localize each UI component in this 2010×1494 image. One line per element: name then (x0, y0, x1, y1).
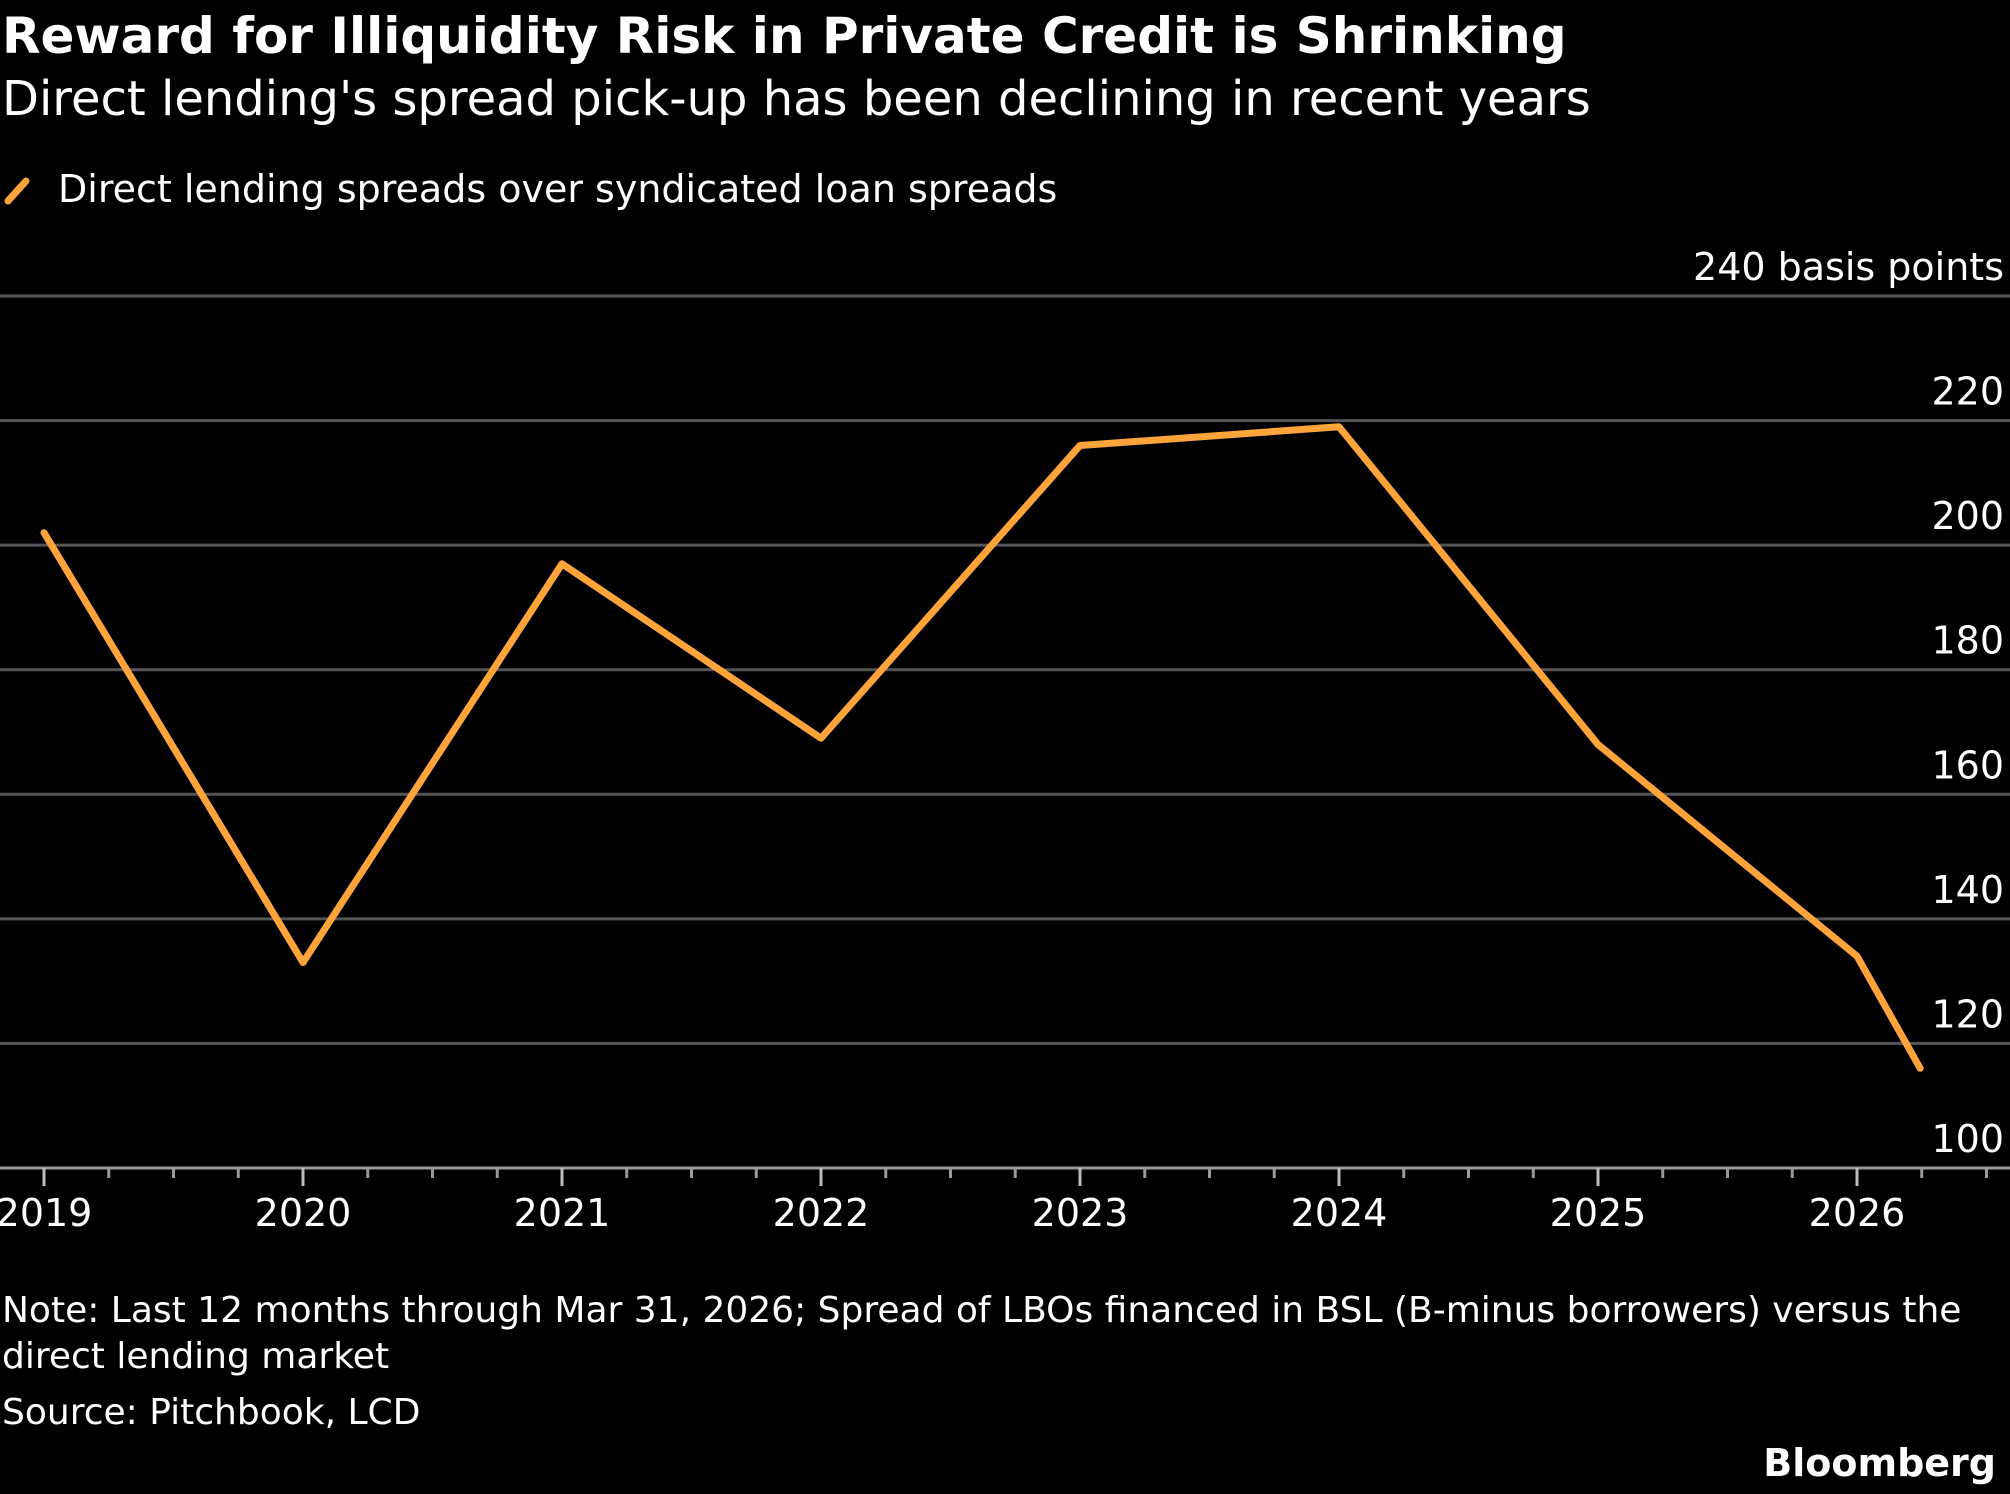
legend-label: Direct lending spreads over syndicated l… (58, 167, 1058, 211)
x-tick-label: 2019 (0, 1191, 92, 1235)
series (40, 423, 1924, 1072)
line-chart: 2019 2020 2021 2022 2023 2024 2025 2026 1001201… (0, 245, 2010, 1235)
x-tick-label: 2024 (1291, 1191, 1388, 1235)
x-tick-label: 2026 (1809, 1191, 1906, 1235)
y-tick-label: 100 (1931, 1117, 2004, 1161)
y-tick-label: 120 (1931, 992, 2004, 1036)
y-axis: 100 120 140 160 180 200 220 240 basis points (1693, 245, 2004, 1161)
x-tick-label: 2025 (1550, 1191, 1647, 1235)
y-tick-label: 140 (1931, 868, 2004, 912)
x-tick-label: 2020 (255, 1191, 352, 1235)
y-tick-label: 220 (1931, 370, 2004, 414)
chart-source: Source: Pitchbook, LCD (2, 1392, 421, 1433)
y-tick-label: 180 (1931, 619, 2004, 663)
y-tick-label: 240 basis points (1693, 245, 2004, 289)
legend-swatch-icon (2, 169, 58, 209)
chart-note: Note: Last 12 months through Mar 31, 202… (2, 1290, 1962, 1377)
grid-lines (0, 294, 2010, 1045)
x-tick-label: 2021 (514, 1191, 611, 1235)
x-axis: 2019 2020 2021 2022 2023 2024 2025 2026 (0, 1166, 2010, 1235)
y-tick-label: 200 (1931, 494, 2004, 538)
series-line (40, 423, 1924, 1072)
chart-title: Reward for Illiquidity Risk in Private C… (2, 7, 1567, 65)
legend: Direct lending spreads over syndicated l… (2, 162, 1057, 216)
x-tick-label: 2023 (1032, 1191, 1129, 1235)
brand-logo: Bloomberg (1763, 1441, 1996, 1485)
chart-subtitle: Direct lending's spread pick-up has been… (2, 71, 1591, 127)
x-tick-label: 2022 (773, 1191, 870, 1235)
y-tick-label: 160 (1931, 743, 2004, 787)
